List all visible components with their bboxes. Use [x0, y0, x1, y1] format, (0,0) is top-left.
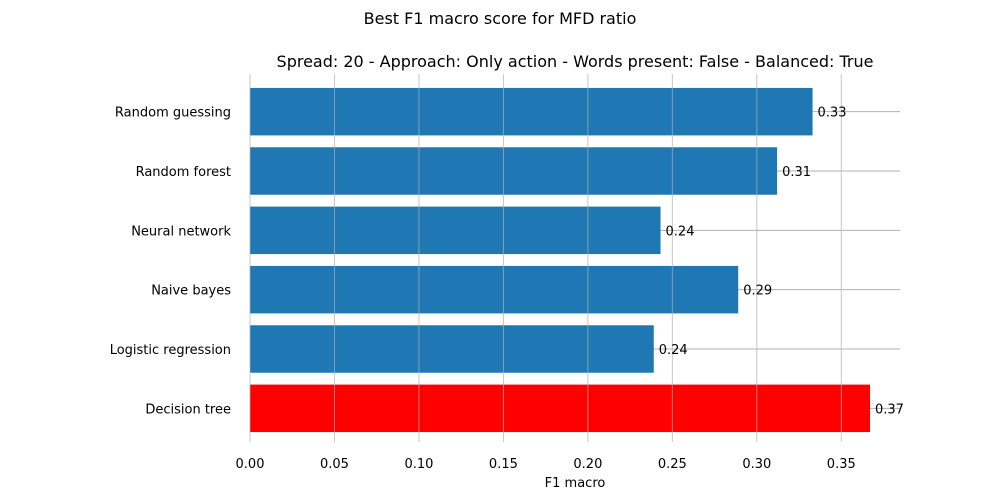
- bar-naive-bayes: [250, 265, 739, 314]
- y-tick-label: Random guessing: [115, 106, 231, 121]
- bar-neural-network: [250, 206, 661, 255]
- data-label: 0.33: [818, 106, 847, 121]
- chart-suptitle: Best F1 macro score for MFD ratio: [364, 9, 637, 28]
- bar-random-forest: [250, 147, 778, 195]
- bar-decision-tree: [250, 384, 870, 433]
- x-tick-label: 0.00: [236, 457, 265, 472]
- x-tick-labels: 0.00 0.05 0.10 0.15 0.20 0.25 0.30 0.35: [236, 457, 856, 472]
- data-label: 0.31: [782, 165, 811, 180]
- x-tick-label: 0.10: [404, 457, 433, 472]
- vertical-grid-lines: [249, 74, 842, 442]
- x-tick-label: 0.20: [573, 457, 602, 472]
- y-tick-labels: Random guessing Random forest Neural netwo…: [110, 106, 232, 418]
- y-tick-label: Naive bayes: [151, 284, 231, 299]
- y-tick-label: Decision tree: [145, 402, 231, 417]
- data-labels: 0.33 0.31 0.24 0.29 0.24 0.37: [659, 106, 904, 418]
- x-tick-label: 0.30: [742, 457, 771, 472]
- chart-title: Spread: 20 - Approach: Only action - Wor…: [277, 52, 874, 71]
- x-axis-label: F1 macro: [545, 476, 606, 491]
- y-tick-label: Neural network: [131, 224, 231, 239]
- y-tick-label: Logistic regression: [110, 343, 231, 358]
- x-tick-label: 0.05: [320, 457, 349, 472]
- x-tick-label: 0.25: [658, 457, 687, 472]
- bar-random-guessing: [250, 87, 813, 136]
- data-label: 0.24: [666, 224, 695, 239]
- x-tick-label: 0.35: [827, 457, 856, 472]
- data-label: 0.24: [659, 343, 688, 358]
- data-label: 0.29: [743, 284, 772, 299]
- x-tick-label: 0.15: [489, 457, 518, 472]
- bar-logistic-regression: [250, 325, 654, 373]
- bars: [250, 87, 870, 433]
- data-label: 0.37: [875, 402, 904, 417]
- y-tick-label: Random forest: [136, 165, 231, 180]
